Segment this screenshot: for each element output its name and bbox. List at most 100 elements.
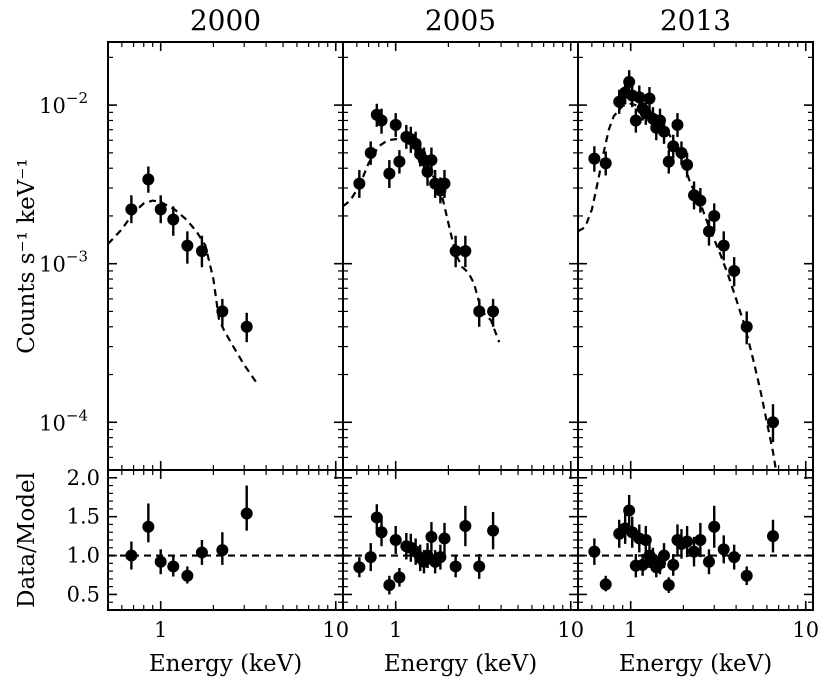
y-tick-base: 10	[39, 253, 66, 277]
data-point	[473, 305, 486, 318]
data-point	[364, 146, 377, 159]
data-point	[216, 305, 229, 318]
ratio-point	[375, 526, 388, 539]
bottom-panel-frame	[342, 469, 579, 611]
data-point	[125, 203, 138, 216]
data-points	[353, 103, 500, 327]
ratio-y-tick-label: 1.0	[67, 544, 100, 568]
data-point	[167, 213, 180, 226]
ratio-point	[658, 549, 671, 562]
x-tick-label: 10	[557, 618, 584, 642]
bottom-panel-frame	[577, 469, 814, 611]
ratio-point	[240, 507, 253, 520]
data-point	[383, 167, 396, 180]
ratio-point	[623, 504, 636, 517]
ratio-point	[639, 534, 652, 546]
data-point	[375, 114, 388, 127]
ratio-point	[195, 546, 208, 559]
data-point	[353, 177, 366, 190]
data-point	[393, 155, 406, 168]
data-point	[599, 157, 612, 170]
data-point	[728, 264, 741, 277]
ratio-point	[708, 520, 721, 533]
data-point	[409, 137, 422, 150]
ratio-point	[767, 530, 780, 543]
ratio-point	[487, 524, 500, 537]
data-point	[658, 125, 671, 138]
model-curve	[578, 102, 778, 470]
y-tick-label: 10−2	[39, 89, 88, 118]
ratio-point	[449, 560, 462, 573]
ratio-point	[425, 530, 438, 543]
data-point	[154, 203, 167, 216]
ratio-point	[370, 511, 383, 524]
ratio-point	[216, 544, 229, 557]
x-tick-label: 1	[624, 618, 637, 642]
ratio-point	[599, 578, 612, 591]
y-axis-label: Counts s⁻¹ keV⁻¹	[14, 158, 40, 353]
data-point	[694, 194, 707, 207]
ratio-y-tick-label: 0.5	[67, 582, 100, 606]
data-point	[662, 155, 675, 168]
data-point	[459, 245, 472, 258]
x-tick-label: 10	[322, 618, 349, 642]
ratio-point	[688, 545, 701, 558]
x-axis-label: Energy (keV)	[619, 651, 772, 677]
x-tick-label: 1	[154, 618, 167, 642]
data-point	[389, 118, 402, 131]
ratio-point	[434, 551, 447, 564]
ratio-points	[353, 504, 500, 595]
data-points	[588, 70, 780, 443]
data-point	[588, 152, 601, 165]
ratio-point	[588, 545, 601, 558]
ratio-point	[728, 551, 741, 564]
data-point	[613, 95, 626, 108]
data-point	[240, 320, 253, 333]
data-point	[667, 140, 680, 153]
data-point	[708, 209, 721, 222]
data-point	[681, 158, 694, 171]
top-panel-frame	[577, 41, 814, 471]
ratio-point	[154, 555, 167, 568]
panel-2005: 2005 1 10 Energy (keV)	[342, 4, 584, 677]
ratio-y-tick-label: 2.0	[67, 466, 100, 490]
y-tick-label: 10−3	[39, 248, 88, 277]
y-tick-exponent: −4	[66, 406, 88, 424]
data-point	[643, 92, 656, 105]
ratio-point	[717, 543, 730, 556]
panel-2000: 2000 1 10 Energy (keV)	[107, 4, 349, 677]
x-axis-label: Energy (keV)	[384, 651, 537, 677]
ratio-point	[393, 571, 406, 584]
panel-2013: 2013 1 10 Energy (keV)	[577, 4, 819, 677]
x-axis-label: Energy (keV)	[149, 651, 302, 677]
data-point	[767, 416, 780, 429]
ratio-point	[681, 535, 694, 548]
ratio-point	[667, 558, 680, 571]
data-point	[487, 305, 500, 318]
ratio-point	[438, 532, 451, 545]
ratio-point	[353, 561, 366, 574]
ratio-point	[662, 579, 675, 592]
data-point	[629, 114, 642, 127]
y-tick-base: 10	[39, 94, 66, 118]
ratio-point	[459, 520, 472, 532]
x-tick-label: 1	[389, 618, 402, 642]
y-tick-label: 10−4	[39, 406, 88, 435]
model-curve	[108, 199, 257, 383]
data-point	[702, 225, 715, 238]
top-panel-frame	[342, 41, 579, 471]
data-point	[740, 320, 753, 333]
data-point	[181, 239, 194, 252]
data-point	[142, 173, 155, 186]
ratio-point	[142, 520, 155, 533]
bottom-panel-frame	[107, 469, 344, 611]
panel-title-2000: 2000	[190, 4, 261, 37]
data-point	[438, 177, 451, 190]
ratio-point	[473, 560, 486, 573]
data-point	[671, 118, 684, 131]
panel-title-2005: 2005	[425, 4, 496, 37]
ratio-point	[636, 558, 649, 571]
ratio-point	[364, 551, 377, 564]
ratio-y-tick-label: 1.5	[67, 505, 100, 529]
